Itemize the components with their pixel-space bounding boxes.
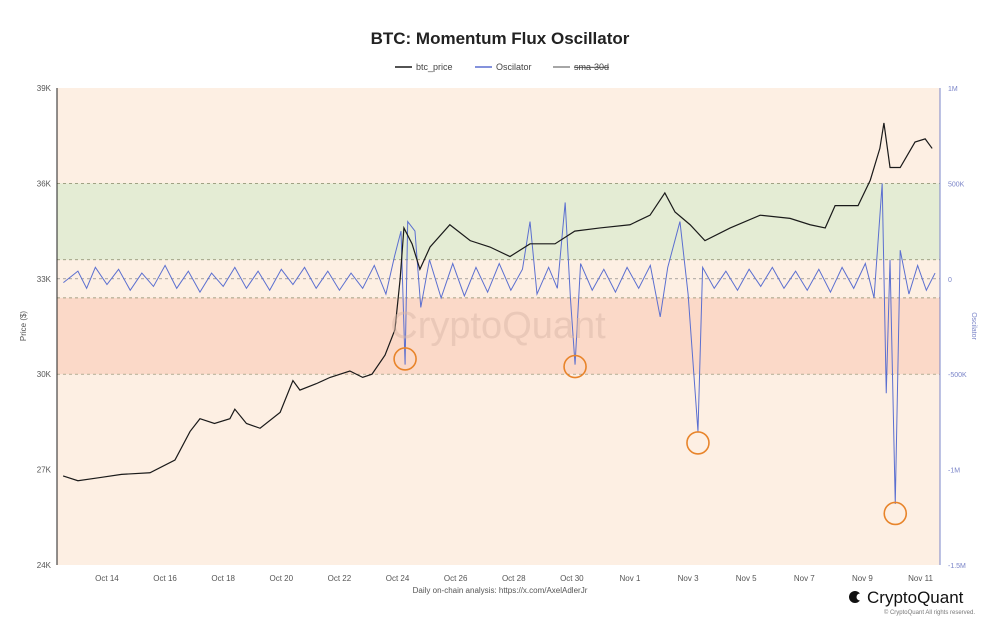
y2-tick-label: 500K <box>948 181 965 188</box>
y-axis-label: Price ($) <box>19 311 28 342</box>
y-tick-label: 39K <box>37 84 52 93</box>
x-tick-label: Nov 11 <box>908 574 933 583</box>
highlight-circle <box>393 347 417 371</box>
brand-name: CryptoQuant <box>867 588 964 607</box>
highlight-circle <box>686 431 710 455</box>
legend-oscillator[interactable]: Oscilator <box>496 62 532 72</box>
x-tick-label: Oct 16 <box>153 574 177 583</box>
x-tick-label: Oct 14 <box>95 574 119 583</box>
red-zone <box>57 297 940 375</box>
y-tick-label: 27K <box>37 466 52 475</box>
x-tick-label: Nov 3 <box>678 574 699 583</box>
x-tick-label: Oct 28 <box>502 574 526 583</box>
analysis-link[interactable]: Daily on-chain analysis: https://x.com/A… <box>413 586 588 595</box>
copyright: © CryptoQuant All rights reserved. <box>884 609 975 616</box>
y2-tick-label: -1M <box>948 468 960 475</box>
legend-price[interactable]: btc_price <box>416 62 453 72</box>
x-tick-label: Oct 22 <box>328 574 352 583</box>
y2-tick-label: -500K <box>948 372 967 379</box>
footer: Daily on-chain analysis: https://x.com/A… <box>413 586 976 616</box>
x-tick-label: Nov 7 <box>794 574 815 583</box>
watermark: CryptoQuant <box>390 305 606 347</box>
y-tick-label: 30K <box>37 370 52 379</box>
y2-tick-label: 0 <box>948 277 952 284</box>
x-tick-label: Nov 1 <box>620 574 641 583</box>
x-tick-label: Oct 20 <box>270 574 294 583</box>
oscillator-line <box>63 183 936 504</box>
y2-tick-label: -1.5M <box>948 563 966 570</box>
cryptoquant-logo-icon: CryptoQuant <box>849 588 964 607</box>
highlight-circle <box>563 354 587 379</box>
x-tick-label: Oct 18 <box>211 574 235 583</box>
y2-tick-label: 1M <box>948 86 958 93</box>
green-zone <box>57 183 940 260</box>
x-tick-label: Oct 24 <box>386 574 410 583</box>
x-tick-label: Oct 30 <box>560 574 584 583</box>
x-tick-label: Nov 5 <box>736 574 757 583</box>
y-tick-label: 33K <box>37 275 52 284</box>
legend: btc_price Oscilator sma-30d <box>395 62 609 72</box>
highlight-circle <box>883 501 908 526</box>
y-tick-label: 36K <box>37 179 52 188</box>
chart-title: BTC: Momentum Flux Oscillator <box>371 29 630 48</box>
y-tick-label: 24K <box>37 561 52 570</box>
x-tick-label: Oct 26 <box>444 574 468 583</box>
y2-axis-label: Oscilator <box>970 312 977 340</box>
legend-sma[interactable]: sma-30d <box>574 62 609 72</box>
x-tick-label: Nov 9 <box>852 574 873 583</box>
btc-price-line <box>62 122 933 482</box>
